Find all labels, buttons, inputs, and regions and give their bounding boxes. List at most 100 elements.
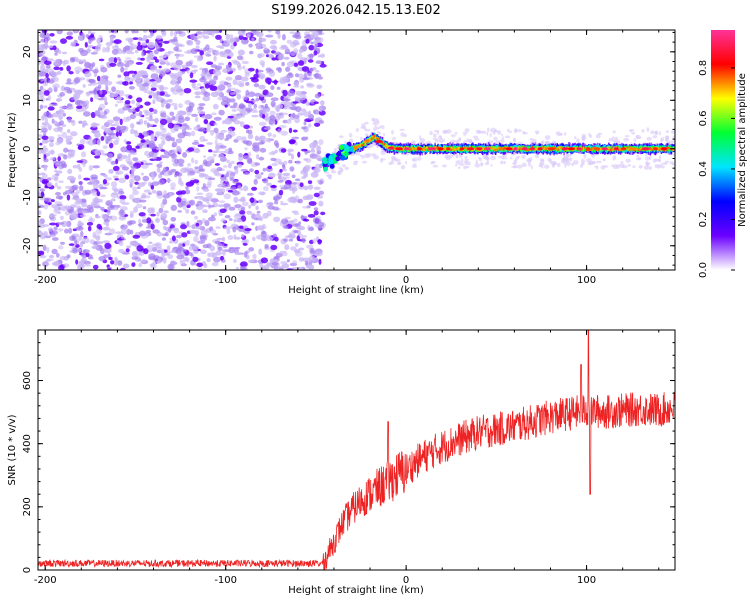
noise-cell bbox=[258, 121, 267, 126]
noise-cell bbox=[242, 136, 247, 142]
noise-cell bbox=[130, 46, 135, 50]
signal-band-cell bbox=[465, 148, 467, 151]
signal-band-cell bbox=[612, 148, 615, 152]
noise-cell bbox=[206, 61, 214, 65]
signal-halo-cell bbox=[571, 162, 575, 167]
noise-cell bbox=[140, 57, 145, 61]
noise-cell bbox=[170, 182, 176, 189]
noise-cell bbox=[293, 85, 300, 88]
noise-cell bbox=[106, 122, 113, 126]
noise-cell bbox=[308, 44, 315, 51]
noise-cell bbox=[175, 248, 182, 255]
noise-cell bbox=[178, 147, 182, 153]
noise-cell bbox=[313, 192, 320, 198]
noise-cell bbox=[194, 91, 202, 96]
signal-peak-cell bbox=[529, 147, 536, 151]
signal-halo-cell bbox=[442, 129, 448, 134]
noise-cell bbox=[318, 110, 326, 116]
noise-cell bbox=[166, 245, 171, 251]
noise-cell bbox=[94, 130, 101, 134]
signal-halo-cell bbox=[466, 138, 470, 142]
noise-cell bbox=[100, 206, 105, 211]
noise-cell bbox=[216, 92, 222, 96]
noise-cell bbox=[314, 122, 321, 127]
noise-cell bbox=[299, 93, 307, 101]
noise-cell bbox=[50, 230, 58, 235]
noise-cell bbox=[263, 186, 269, 192]
noise-cell bbox=[226, 97, 231, 104]
noise-cell bbox=[229, 186, 237, 190]
noise-cell bbox=[57, 134, 63, 137]
noise-cell bbox=[246, 210, 252, 214]
noise-cell bbox=[102, 145, 108, 149]
signal-halo-cell bbox=[665, 137, 668, 141]
noise-cell bbox=[156, 163, 163, 168]
signal-halo-cell bbox=[652, 135, 658, 139]
noise-cell bbox=[258, 248, 263, 255]
noise-cell bbox=[281, 61, 285, 67]
noise-cell bbox=[106, 45, 110, 50]
noise-cell bbox=[188, 245, 195, 251]
noise-cell bbox=[220, 255, 224, 261]
signal-halo-cell bbox=[539, 162, 542, 167]
noise-cell bbox=[43, 165, 47, 171]
noise-cell bbox=[115, 170, 120, 175]
noise-cell bbox=[55, 191, 61, 196]
signal-halo-cell bbox=[589, 134, 593, 138]
signal-band-cell bbox=[627, 148, 630, 151]
noise-cell bbox=[43, 77, 48, 84]
noise-cell bbox=[121, 166, 129, 171]
noise-cell bbox=[123, 71, 130, 77]
noise-cell bbox=[307, 214, 316, 218]
noise-cell bbox=[301, 126, 307, 130]
noise-cell bbox=[110, 198, 116, 202]
noise-cell bbox=[156, 260, 162, 264]
signal-band-cell bbox=[496, 147, 499, 151]
noise-cell bbox=[81, 106, 87, 112]
noise-cell bbox=[112, 136, 117, 140]
noise-cell bbox=[262, 167, 266, 172]
signal-band-cell bbox=[457, 147, 459, 150]
noise-cell bbox=[274, 149, 278, 154]
signal-halo-cell bbox=[372, 122, 378, 125]
noise-cell bbox=[75, 189, 81, 194]
signal-peak-cell bbox=[567, 147, 575, 151]
noise-cell bbox=[214, 65, 223, 70]
noise-cell bbox=[52, 45, 57, 51]
noise-cell bbox=[141, 42, 148, 46]
noise-cell bbox=[260, 75, 264, 80]
signal-band-cell bbox=[557, 146, 559, 151]
signal-band-cell bbox=[451, 146, 453, 149]
signal-band-cell bbox=[458, 147, 460, 151]
noise-cell bbox=[176, 234, 182, 239]
signal-band-cell bbox=[455, 146, 457, 150]
noise-cell bbox=[222, 203, 231, 208]
noise-cell bbox=[310, 33, 316, 39]
signal-band-cell bbox=[671, 148, 674, 151]
noise-cell bbox=[125, 248, 130, 253]
noise-cell bbox=[161, 139, 166, 146]
signal-peak-cell bbox=[365, 139, 370, 143]
noise-cell bbox=[136, 81, 142, 85]
noise-cell bbox=[109, 62, 117, 67]
noise-cell bbox=[303, 218, 310, 222]
noise-cell bbox=[150, 87, 157, 92]
noise-cell bbox=[56, 30, 63, 35]
noise-cell bbox=[66, 194, 71, 201]
noise-cell bbox=[185, 186, 189, 190]
signal-halo-cell bbox=[631, 131, 636, 135]
noise-cell bbox=[170, 204, 177, 211]
noise-cell bbox=[173, 46, 179, 52]
signal-band-cell bbox=[636, 148, 639, 152]
signal-band-cell bbox=[536, 146, 539, 149]
noise-cell bbox=[78, 144, 85, 150]
noise-cell bbox=[255, 32, 264, 38]
noise-cell bbox=[59, 92, 66, 97]
x-tick-label: 0 bbox=[403, 275, 409, 286]
signal-band-cell bbox=[659, 147, 662, 151]
noise-cell bbox=[197, 144, 205, 148]
signal-peak-cell bbox=[404, 147, 410, 151]
noise-cell bbox=[170, 39, 178, 42]
noise-cell bbox=[223, 39, 231, 46]
noise-cell bbox=[106, 91, 112, 94]
